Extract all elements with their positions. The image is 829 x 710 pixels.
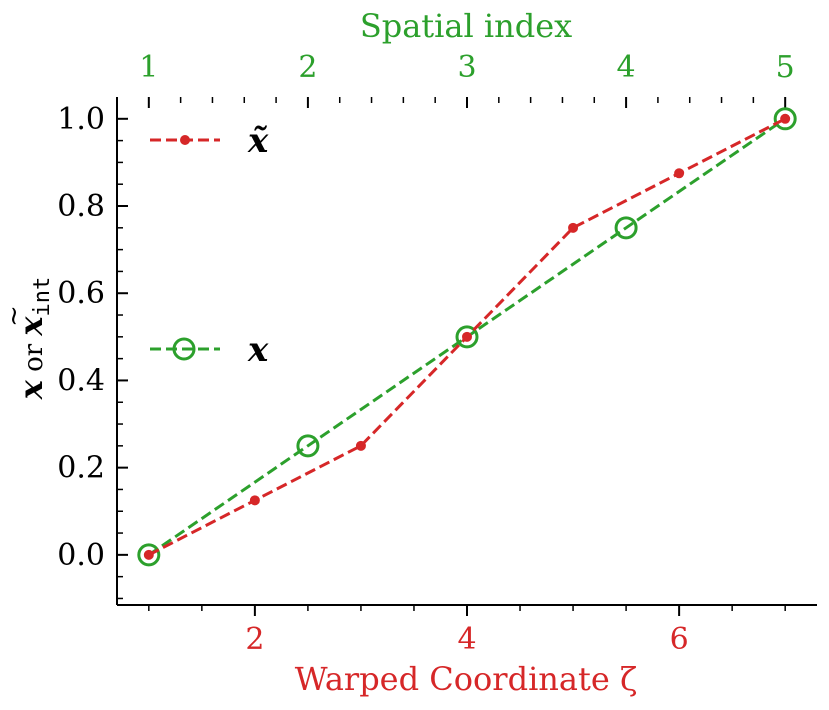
top-tick-label: 1 xyxy=(139,50,158,85)
legend-x-tilde-marker xyxy=(180,135,190,145)
top-axis-title: Spatial index xyxy=(360,7,572,45)
x-axis-title: Warped Coordinate ζ xyxy=(295,660,638,698)
series-layer xyxy=(137,107,797,567)
x-point xyxy=(137,543,161,567)
x-point xyxy=(455,325,479,349)
legend-x-label: x xyxy=(247,330,269,370)
x-tilde-point xyxy=(780,113,791,124)
y-tick-label: 0.4 xyxy=(57,363,105,398)
x-tilde-point xyxy=(462,331,472,342)
legend-x-tilde-label: x̃ xyxy=(247,121,269,161)
y-axis-subscript: int xyxy=(30,277,55,317)
y-axis-tilde-accent: ~ xyxy=(0,305,29,327)
y-axis-var-x: x xyxy=(12,379,50,400)
top-tick-label: 2 xyxy=(298,50,317,85)
y-axis-var-x-tilde: x xyxy=(12,316,50,337)
x-tilde-point xyxy=(143,549,154,560)
x-tick-label: 6 xyxy=(670,622,689,657)
top-tick-label: 5 xyxy=(776,50,795,85)
y-axis-connector: or xyxy=(19,336,49,381)
top-tick-label: 3 xyxy=(457,50,476,85)
x-tilde-point xyxy=(568,222,579,233)
bottom-axis-ticks: 2 4 6 xyxy=(148,605,786,657)
x-point xyxy=(614,216,638,240)
x-point xyxy=(296,434,320,458)
x-tilde-point xyxy=(249,495,260,506)
x-tilde-point xyxy=(355,440,366,451)
plot-frame xyxy=(116,97,817,606)
legend: x̃ x xyxy=(150,121,269,370)
y-axis-title: x or xint xyxy=(12,277,55,401)
y-tick-label: 0.2 xyxy=(57,451,105,486)
left-axis-ticks: 0.0 0.2 0.4 0.6 0.8 1.0 xyxy=(57,102,128,600)
y-tick-label: 1.0 xyxy=(57,102,105,137)
x-point xyxy=(773,107,797,131)
x-tick-label: 4 xyxy=(457,622,476,657)
y-tick-label: 0.0 xyxy=(57,538,105,573)
top-axis-ticks: 1 2 3 4 5 xyxy=(139,50,795,108)
x-tilde-point xyxy=(674,168,685,179)
x-tick-label: 2 xyxy=(245,622,264,657)
y-tick-label: 0.6 xyxy=(57,276,105,311)
top-tick-label: 4 xyxy=(617,50,636,85)
y-tick-label: 0.8 xyxy=(57,189,105,224)
legend-x-marker xyxy=(172,337,196,361)
